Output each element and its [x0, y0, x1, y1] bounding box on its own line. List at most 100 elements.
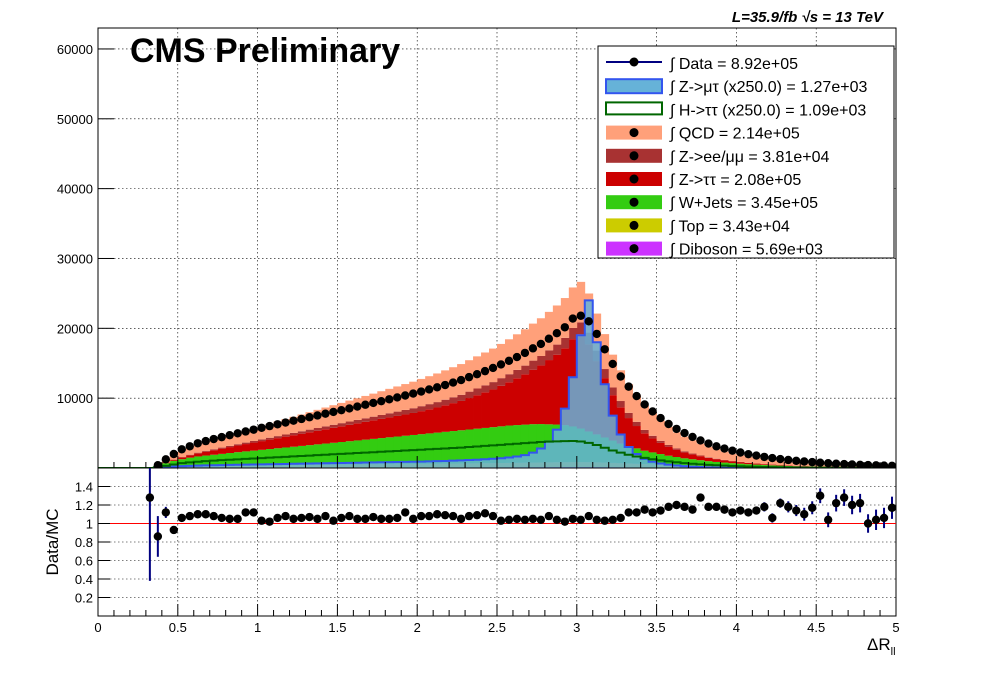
- ratio-point-18: [289, 515, 297, 523]
- legend-marker-5: [630, 175, 639, 184]
- data-point-79: [728, 446, 736, 454]
- series-3-bar-45: [457, 401, 465, 430]
- ratio-point-35: [425, 512, 433, 520]
- series-4-bar-75: [697, 455, 705, 456]
- data-point-34: [369, 399, 377, 407]
- ratio-point-22: [321, 512, 329, 520]
- ratio-point-12: [241, 508, 249, 516]
- data-point-50: [497, 360, 505, 368]
- ratio-point-34: [417, 512, 425, 520]
- ratio-point-40: [465, 512, 473, 520]
- series-3-bar-78: [720, 460, 728, 462]
- series-5-bar-70: [657, 421, 665, 441]
- series-4-bar-29: [329, 425, 337, 428]
- ratio-point-39: [457, 515, 465, 523]
- data-point-16: [225, 431, 233, 439]
- ratio-point-49: [537, 516, 545, 524]
- series-4-bar-19: [250, 441, 258, 443]
- data-point-77: [712, 442, 720, 450]
- legend-swatch-1: [606, 79, 662, 93]
- series-4-bar-64: [609, 387, 617, 395]
- ratio-point-79: [776, 499, 784, 507]
- legend-marker-4: [630, 151, 639, 160]
- x-tick-label-4: 2: [414, 620, 421, 635]
- series-4-bar-66: [625, 413, 633, 418]
- data-point-92: [832, 459, 840, 467]
- data-point-10: [178, 445, 186, 453]
- data-point-53: [521, 349, 529, 357]
- ratio-point-90: [864, 519, 872, 527]
- ratio-y-axis-label: Data/MC: [43, 508, 62, 575]
- data-point-76: [704, 439, 712, 447]
- legend-marker-3: [630, 128, 639, 137]
- series-4-bar-46: [465, 392, 473, 398]
- series-4-bar-50: [497, 378, 505, 386]
- data-point-35: [377, 397, 385, 405]
- data-point-81: [744, 450, 752, 458]
- data-point-18: [241, 427, 249, 435]
- series-4-bar-16: [226, 446, 234, 447]
- series-4-bar-34: [369, 417, 377, 421]
- data-point-71: [664, 420, 672, 428]
- legend-marker-0: [630, 58, 639, 67]
- series-4-bar-31: [345, 422, 353, 425]
- ratio-point-76: [752, 506, 760, 514]
- ratio-point-45: [505, 516, 513, 524]
- legend-label-1: ∫ Z->μτ (x250.0) = 1.27e+03: [669, 79, 867, 96]
- x-tick-label-5: 2.5: [488, 620, 506, 635]
- ratio-point-28: [369, 513, 377, 521]
- legend-marker-7: [630, 221, 639, 230]
- data-point-54: [529, 344, 537, 352]
- data-point-25: [297, 415, 305, 423]
- data-point-94: [848, 460, 856, 468]
- ratio-point-92: [880, 514, 888, 522]
- ratio-point-75: [744, 508, 752, 516]
- data-point-55: [537, 340, 545, 348]
- x-axis-label: ΔRll: [867, 635, 896, 658]
- ratio-point-81: [792, 506, 800, 514]
- series-4-bar-41: [425, 404, 433, 409]
- series-4-bar-58: [561, 338, 569, 348]
- data-point-36: [385, 395, 393, 403]
- series-4-bar-17: [234, 444, 242, 445]
- data-point-91: [824, 459, 832, 467]
- ratio-point-21: [313, 515, 321, 523]
- series-3-bar-41: [425, 409, 433, 433]
- data-point-51: [505, 357, 513, 365]
- series-4-bar-30: [337, 423, 345, 426]
- ratio-point-9: [217, 514, 225, 522]
- data-point-8: [162, 455, 170, 463]
- ratio-point-89: [856, 499, 864, 507]
- ratio-point-43: [489, 512, 497, 520]
- data-point-15: [217, 433, 225, 441]
- series-3-bar-49: [489, 389, 497, 427]
- legend-label-3: ∫ QCD = 2.14e+05: [669, 126, 800, 143]
- legend-label-5: ∫ Z->ττ = 2.08e+05: [669, 172, 801, 189]
- series-3-bar-26: [305, 432, 313, 445]
- data-point-74: [688, 433, 696, 441]
- ratio-point-64: [656, 506, 664, 514]
- data-point-73: [680, 429, 688, 437]
- data-point-44: [449, 378, 457, 386]
- series-4-bar-72: [673, 448, 681, 449]
- series-5-bar-52: [513, 334, 521, 370]
- series-4-bar-21: [266, 438, 274, 440]
- ratio-point-2: [162, 508, 170, 516]
- series-5-bar-56: [545, 312, 553, 350]
- series-3-bar-30: [337, 426, 345, 442]
- series-4-bar-65: [617, 401, 625, 407]
- ratio-y-tick-label-3: 0.8: [75, 535, 93, 550]
- series-5-bar-75: [697, 444, 705, 456]
- ratio-point-3: [170, 526, 178, 534]
- data-point-88: [800, 457, 808, 465]
- data-point-72: [672, 425, 680, 433]
- series-3-bar-35: [377, 419, 385, 438]
- legend-marker-6: [630, 198, 639, 207]
- series-3-bar-54: [529, 370, 537, 424]
- data-point-47: [473, 370, 481, 378]
- series-3-bar-85: [776, 465, 784, 466]
- lumi-label: L=35.9/fb √s = 13 TeV: [732, 9, 885, 26]
- series-4-bar-56: [545, 350, 553, 360]
- ratio-point-46: [513, 515, 521, 523]
- x-tick-label-6: 3: [573, 620, 580, 635]
